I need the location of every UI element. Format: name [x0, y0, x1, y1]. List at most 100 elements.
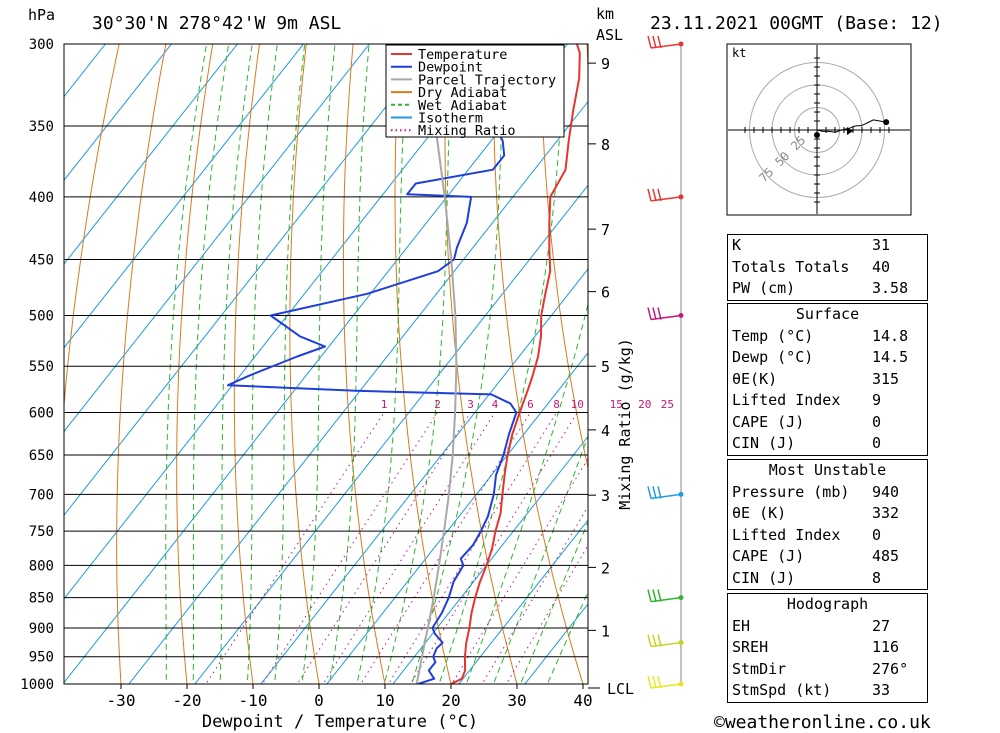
mixing-ratio-label: 15	[610, 398, 623, 411]
wind-barb-flag	[647, 634, 652, 647]
dry-adiabat	[492, 44, 584, 684]
wind-barb-flag	[657, 675, 662, 689]
wind-barb-1000	[647, 675, 684, 689]
legend-label: Dewpoint	[418, 60, 483, 76]
hodo-stmspd: StmSpd (kt) 33	[732, 681, 891, 699]
x-tick-label: 10	[375, 691, 394, 710]
wet-adiabat	[192, 44, 230, 684]
hodograph-unit-label: kt	[732, 46, 746, 60]
dry-adiabat	[289, 44, 320, 684]
wind-barb-flag	[657, 589, 662, 602]
wet-adiabat	[492, 434, 588, 684]
temperature-line	[450, 44, 581, 684]
hodo-eh: EH 27	[732, 616, 891, 635]
pressure-label-600: 600	[29, 405, 54, 421]
wind-barb-flag	[657, 307, 662, 320]
surface-thetae: θE(K) 315	[732, 369, 900, 388]
surface-panel: Surface Temp (°C) 14.8 Dewp (°C) 14.5 θE(K…	[727, 303, 928, 456]
dry-adiabat	[116, 44, 167, 684]
index-row-totals: Totals Totals 40	[732, 257, 891, 276]
wind-barb-850	[647, 589, 684, 603]
wind-barb-flag	[652, 486, 657, 499]
legend-label: Mixing Ratio	[418, 123, 516, 139]
mixing-ratio-label: 8	[553, 398, 560, 411]
mixing-ratio-label: 20	[638, 398, 651, 411]
dry-adiabat	[233, 44, 261, 684]
pressure-label-300: 300	[29, 37, 54, 53]
pressure-label-450: 450	[29, 253, 54, 269]
lcl-label: LCL	[607, 680, 634, 698]
pressure-label-700: 700	[29, 487, 54, 503]
surface-dewp: Dewp (°C) 14.5	[732, 348, 909, 366]
km-label-5: 5	[601, 358, 610, 376]
wet-adiabat	[219, 44, 253, 684]
hodo-stmdir: StmDir 276°	[732, 659, 909, 678]
storm-motion-arrow	[847, 127, 853, 135]
pressure-label-550: 550	[29, 359, 54, 375]
hodograph-trace	[816, 119, 887, 133]
wind-barb-flag	[657, 486, 662, 499]
km-label-3: 3	[601, 487, 610, 505]
isotherm-line	[260, 268, 588, 684]
pressure-label-350: 350	[29, 119, 54, 135]
mixing-ratio-line	[481, 505, 588, 684]
mixing-ratio-label: 25	[661, 398, 674, 411]
mixing-ratio-label: 6	[527, 398, 534, 411]
mu-thetae: θE (K) 332	[732, 504, 900, 522]
km-label-8: 8	[601, 136, 610, 154]
isotherm-line	[64, 44, 437, 516]
wet-adiabat	[519, 520, 588, 684]
x-tick-label: -30	[107, 691, 136, 710]
x-tick-label: -10	[239, 691, 268, 710]
mu-li: Lifted Index 0	[732, 525, 882, 544]
mixing-ratio-line	[387, 412, 557, 684]
pressure-label-500: 500	[29, 309, 54, 325]
axes: 3003504004505005506006507007508008509009…	[20, 35, 684, 710]
wind-barb-500	[647, 307, 684, 321]
surface-cin: CIN (J) 0	[732, 434, 882, 452]
x-tick-label: 30	[507, 691, 526, 710]
index-row-k: K 31	[732, 236, 891, 254]
wet-adiabat	[274, 44, 306, 684]
pressure-label-800: 800	[29, 558, 54, 574]
km-label-2: 2	[601, 559, 610, 577]
copyright: ©weatheronline.co.uk	[714, 712, 931, 733]
wet-adiabat	[246, 44, 278, 684]
mixing-ratio-label: 1	[381, 398, 388, 411]
most-unstable-panel: Most Unstable Pressure (mb) 940 θE (K) 332…	[727, 459, 928, 590]
pressure-label-750: 750	[29, 524, 54, 540]
dry-adiabat	[176, 44, 214, 684]
wind-barb-700	[647, 486, 684, 500]
mu-cin: CIN (J) 8	[732, 568, 882, 587]
x-tick-label: 0	[314, 691, 324, 710]
wet-adiabat	[165, 44, 208, 684]
wind-barb-flag	[647, 486, 652, 499]
legend-label: Isotherm	[418, 111, 483, 127]
asl-label: ASL	[596, 26, 623, 44]
wet-adiabat	[383, 44, 453, 684]
surface-cape: CAPE (J) 0	[732, 412, 882, 431]
mu-pressure: Pressure (mb) 940	[732, 482, 900, 501]
km-label-6: 6	[601, 284, 610, 302]
most-unstable-title: Most Unstable	[768, 461, 887, 479]
mixing-ratio-label: 2	[434, 398, 441, 411]
date-title: 23.11.2021 00GMT (Base: 12)	[650, 13, 943, 34]
mixing-ratio-label: 3	[467, 398, 474, 411]
wind-barb-flag	[647, 307, 652, 320]
mixing-ratio-label: 10	[571, 398, 584, 411]
dry-adiabat	[342, 44, 386, 684]
pressure-label-850: 850	[29, 591, 54, 607]
mixing-ratio-line	[451, 457, 588, 684]
wind-barb-flag	[657, 634, 662, 647]
legend-label: Dry Adiabat	[418, 85, 507, 101]
isotherm-line	[64, 44, 107, 98]
wind-barb-flag	[652, 634, 657, 647]
isotherm-line	[392, 435, 588, 684]
surface-temp: Temp (°C) 14.8	[732, 326, 909, 345]
wind-barb-flag	[657, 35, 662, 49]
pressure-label-650: 650	[29, 448, 54, 464]
km-label-7: 7	[601, 221, 610, 239]
